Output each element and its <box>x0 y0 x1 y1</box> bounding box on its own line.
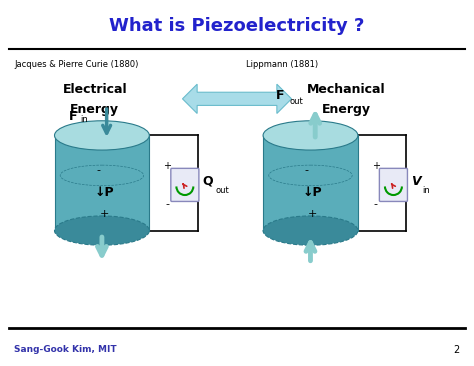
Text: Electrical: Electrical <box>63 83 127 96</box>
Text: out: out <box>290 97 303 106</box>
Text: Energy: Energy <box>70 103 119 116</box>
Text: ↓P: ↓P <box>94 186 114 199</box>
Ellipse shape <box>263 216 358 245</box>
Text: Q: Q <box>202 175 213 188</box>
Ellipse shape <box>263 121 358 150</box>
Text: in: in <box>81 115 88 124</box>
Polygon shape <box>55 135 149 231</box>
Ellipse shape <box>55 121 149 150</box>
Text: Energy: Energy <box>321 103 371 116</box>
Text: Jacques & Pierre Curie (1880): Jacques & Pierre Curie (1880) <box>14 60 138 68</box>
Text: in: in <box>422 186 430 195</box>
Text: +: + <box>308 209 318 219</box>
Text: -: - <box>305 165 309 175</box>
Text: 2: 2 <box>454 344 460 355</box>
FancyBboxPatch shape <box>171 168 199 201</box>
Text: F: F <box>275 89 284 102</box>
Text: -: - <box>165 199 169 209</box>
Text: +: + <box>372 161 380 171</box>
Polygon shape <box>263 135 358 231</box>
Polygon shape <box>182 84 292 113</box>
Text: -: - <box>96 165 100 175</box>
Text: ↓P: ↓P <box>303 186 323 199</box>
Text: What is Piezoelectricity ?: What is Piezoelectricity ? <box>109 16 365 35</box>
Text: V: V <box>411 175 421 188</box>
FancyBboxPatch shape <box>379 168 408 201</box>
Text: Lippmann (1881): Lippmann (1881) <box>246 60 319 68</box>
Text: out: out <box>216 186 230 195</box>
Text: Mechanical: Mechanical <box>307 83 385 96</box>
Text: Sang-Gook Kim, MIT: Sang-Gook Kim, MIT <box>14 345 117 354</box>
Ellipse shape <box>55 216 149 245</box>
Text: +: + <box>163 161 171 171</box>
Text: F: F <box>69 110 78 123</box>
Text: +: + <box>100 209 109 219</box>
Text: -: - <box>374 199 378 209</box>
